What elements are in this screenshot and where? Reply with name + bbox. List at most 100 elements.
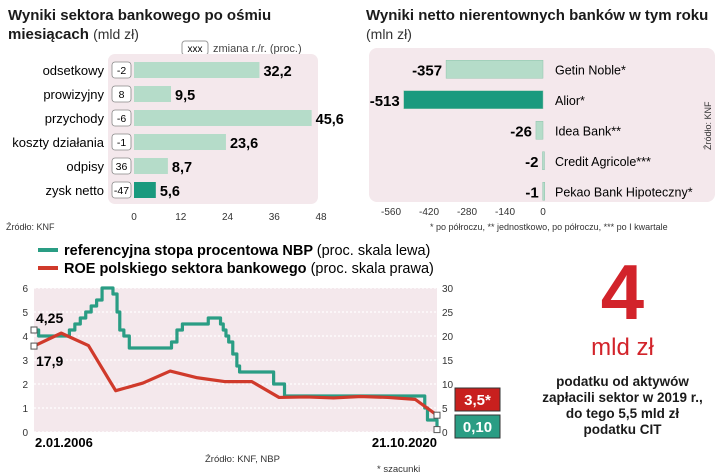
chart1-value-label: 8,7 [172, 160, 192, 176]
chart1-category-label: odpisy [66, 159, 104, 174]
chart2-xtick-label: -560 [381, 207, 401, 218]
chart2-xtick-label: -420 [419, 207, 439, 218]
chart2-value-label: -1 [525, 184, 538, 201]
callout-line2: zapłacili sektor w 2019 r., [542, 390, 703, 405]
chart1-category-label: przychody [45, 111, 105, 126]
chart3-legend-bold: ROE polskiego sektora bankowego [64, 261, 311, 277]
chart1-change-box [111, 181, 132, 199]
chart2-value-label: -357 [412, 62, 442, 79]
chart3-legend-normal: (proc. skala lewa) [317, 243, 431, 259]
chart2-footnote: * po półroczu, ** jednostkowo, po półroc… [430, 222, 668, 232]
chart1-change-box [111, 61, 132, 79]
chart3-ytick-left: 4 [22, 332, 28, 343]
chart1-category-label: koszty działania [12, 135, 105, 150]
callout-text: podatku od aktywów zapłacili sektor w 20… [525, 374, 720, 438]
chart1-category-label: zysk netto [45, 183, 104, 198]
chart3-end-label: 0,10 [463, 419, 492, 436]
chart3-legend-bold: referencyjna stopa procentowa NBP [64, 243, 317, 259]
chart3-ytick-left: 3 [22, 356, 28, 367]
chart1-change-label: -47 [114, 185, 129, 197]
chart2-category-label: Alior* [555, 94, 585, 108]
chart1-category-label: odsetkowy [43, 63, 105, 78]
chart2-category-label: Idea Bank** [555, 124, 621, 138]
chart1-value-label: 5,6 [160, 184, 180, 200]
chart1-legend-box-label: xxx [188, 44, 203, 55]
chart2-category-label: Getin Noble* [555, 63, 626, 77]
chart1-category-label: prowizyjny [43, 87, 104, 102]
chart1-change-label: -1 [117, 137, 126, 149]
callout-line4: podatku CIT [583, 422, 662, 437]
chart3-ytick-left: 6 [22, 284, 28, 295]
chart3-end-badge [454, 387, 501, 412]
chart3-end-label: 3,5* [464, 392, 491, 409]
chart2-bar [403, 90, 544, 109]
chart2-value-label: -513 [370, 93, 400, 110]
chart3-end-badge [454, 414, 501, 439]
chart1-bar [134, 110, 312, 126]
chart3-xtick-start: 2.01.2006 [35, 435, 93, 450]
chart3-ytick-left: 2 [22, 380, 28, 391]
chart3-legend-label: referencyjna stopa procentowa NBP (proc.… [64, 243, 430, 259]
chart3-ytick-right: 25 [442, 308, 454, 319]
chart1-value-label: 23,6 [230, 136, 258, 152]
chart3-ytick-right: 10 [442, 380, 454, 391]
chart1-value-label: 45,6 [316, 112, 344, 128]
chart2-bar [445, 60, 544, 79]
chart2-xtick-label: -140 [495, 207, 515, 218]
callout-line3: do tego 5,5 mld zł [565, 406, 680, 421]
chart1-title-line1: Wyniki sektora bankowego po ośmiu [8, 7, 272, 24]
chart3-ytick-right: 0 [442, 428, 448, 439]
chart2-xtick-label: 0 [540, 207, 546, 218]
chart2-bar [542, 182, 545, 201]
chart1-change-label: -2 [117, 65, 126, 77]
chart2-svg: -357 Getin Noble* -513 Alior* -26 Idea Bank**… [369, 48, 715, 218]
chart1-change-label: 36 [116, 161, 128, 173]
chart1-bar [134, 134, 226, 150]
chart1-change-box [111, 109, 132, 127]
chart3-start-label: 17,9 [36, 353, 63, 369]
chart1-bar [134, 158, 168, 174]
chart2-xtick-label: -280 [457, 207, 477, 218]
chart2-bar [535, 121, 544, 140]
chart2-title: Wyniki netto nierentownych banków w tym … [366, 7, 716, 43]
chart1-bar [134, 62, 260, 78]
chart1-change-label: -6 [117, 113, 126, 125]
chart1-xtick-label: 0 [131, 212, 137, 223]
chart3-legend-label: ROE polskiego sektora bankowego (proc. s… [64, 261, 434, 277]
chart1-title-line2: miesiącach [8, 26, 89, 43]
callout-line1: podatku od aktywów [556, 374, 689, 389]
chart1-xtick-label: 12 [175, 212, 187, 223]
chart1-bar [134, 182, 156, 198]
chart1-legend-text: zmiana r./r. (proc.) [213, 43, 302, 55]
chart1-unit: (mld zł) [93, 26, 139, 42]
chart3-xtick-end: 21.10.2020 [372, 435, 437, 450]
chart3-series-roe-line [33, 331, 438, 417]
chart2-value-label: -2 [525, 154, 538, 171]
chart2-title-text: Wyniki netto nierentownych banków w tym … [366, 7, 709, 24]
chart2-category-label: Pekao Bank Hipoteczny* [555, 185, 693, 199]
chart3-footnote: * szacunki [377, 464, 420, 475]
chart3-ytick-right: 15 [442, 356, 454, 367]
chart1-change-box [111, 85, 132, 103]
chart1-change-box [111, 157, 132, 175]
chart3-legend-normal: (proc. skala prawa) [311, 261, 434, 277]
callout: 4 mld zł podatku od aktywów zapłacili se… [525, 252, 720, 438]
chart1-xtick-label: 36 [269, 212, 281, 223]
chart2-unit: (mln zł) [366, 26, 412, 42]
chart3-ytick-left: 5 [22, 308, 28, 319]
chart3-ytick-left: 0 [22, 428, 28, 439]
chart2-value-label: -26 [510, 123, 532, 140]
chart1-value-label: 9,5 [175, 88, 195, 104]
chart3-ytick-left: 1 [22, 404, 28, 415]
chart2-source: Źródło: KNF [703, 101, 713, 150]
chart3-end-marker [433, 411, 441, 419]
chart3-ytick-right: 20 [442, 332, 454, 343]
chart1-change-label: 8 [119, 89, 125, 101]
chart3-start-label: 4,25 [36, 310, 63, 326]
chart3-ytick-right: 5 [442, 404, 448, 415]
chart3-series-rate-line [34, 286, 439, 430]
chart3-ytick-right: 30 [442, 284, 454, 295]
chart1-source: Źródło: KNF [6, 222, 55, 232]
chart2-category-label: Credit Agricole*** [555, 155, 651, 169]
chart3-end-marker [433, 426, 441, 434]
